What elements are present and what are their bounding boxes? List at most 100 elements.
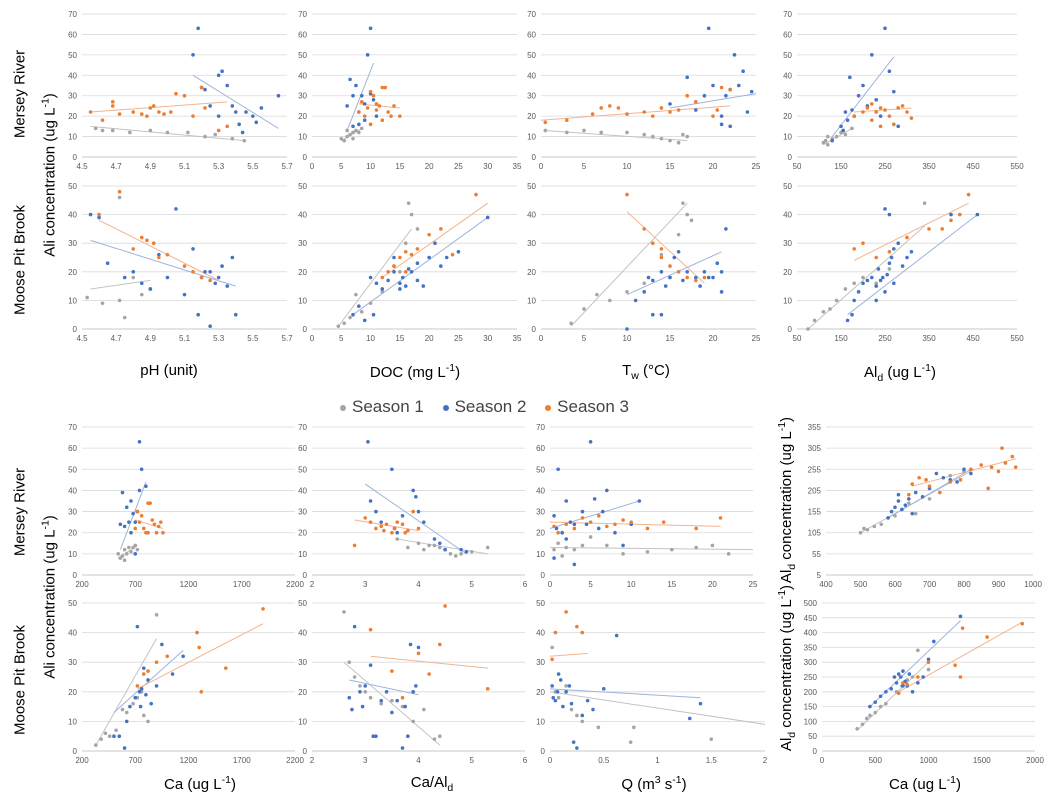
- point-season-1: [879, 522, 883, 527]
- x-tick-label: 0: [539, 334, 544, 343]
- point-season-3: [191, 270, 195, 274]
- y-tick-label: 30: [298, 239, 307, 248]
- trendline-season-1: [343, 661, 441, 746]
- y-tick-label: 40: [783, 71, 792, 80]
- point-season-2: [920, 494, 925, 499]
- point-season-3: [874, 255, 878, 260]
- point-season-1: [582, 307, 586, 311]
- point-season-2: [225, 284, 230, 288]
- x-tick-label: 25: [752, 162, 761, 171]
- point-season-1: [342, 321, 347, 326]
- aldi-y-rest: concentration (ug L: [778, 599, 795, 732]
- ali-y-sup: -1: [39, 98, 52, 108]
- row-label-moose-top: Moose Pit Brook: [11, 204, 29, 316]
- point-season-3: [966, 192, 971, 197]
- x-tick-label: 1000: [920, 756, 938, 765]
- point-season-2: [432, 537, 437, 541]
- point-season-2: [149, 701, 154, 706]
- point-season-2: [564, 537, 569, 541]
- y-tick-label: 20: [783, 112, 792, 121]
- point-season-3: [896, 691, 901, 696]
- y-tick-label: 20: [68, 688, 77, 697]
- point-season-3: [389, 114, 393, 118]
- point-season-1: [582, 128, 586, 133]
- point-season-3: [439, 227, 443, 231]
- x-q-mid: s: [660, 776, 673, 793]
- point-season-2: [852, 298, 856, 303]
- point-season-2: [901, 669, 905, 673]
- point-season-3: [580, 516, 585, 520]
- y-tick-label: 500: [804, 599, 818, 608]
- point-season-2: [745, 110, 750, 114]
- point-season-2: [371, 312, 376, 317]
- point-season-1: [642, 132, 646, 137]
- point-season-2: [584, 522, 589, 527]
- chart-mersey-tw: 0 10 20 30 40 50 60 70 0 5 10 15 20 25: [527, 10, 761, 171]
- point-season-3: [199, 85, 204, 90]
- ald-y-axis-title: Ald concentration (ug L-1): [776, 417, 798, 583]
- y-tick-label: 0: [532, 325, 537, 334]
- point-season-2: [351, 312, 355, 317]
- x-tick-label: 35: [513, 334, 522, 343]
- point-season-1: [85, 295, 89, 300]
- point-season-1: [432, 737, 437, 741]
- point-season-3: [565, 118, 569, 123]
- point-season-1: [843, 132, 848, 137]
- point-season-3: [182, 93, 187, 98]
- point-season-1: [107, 734, 112, 738]
- point-season-1: [893, 514, 897, 518]
- point-season-3: [718, 516, 723, 520]
- x-tick-label: 5: [470, 580, 475, 589]
- trendline-season-2: [192, 74, 279, 129]
- point-season-2: [592, 497, 597, 501]
- point-season-2: [889, 509, 894, 514]
- y-tick-label: 20: [298, 529, 307, 538]
- point-season-2: [374, 281, 379, 286]
- point-season-1: [651, 134, 655, 139]
- y-tick-label: 0: [788, 153, 793, 162]
- legend-label-season-1: Season 1: [352, 397, 424, 416]
- point-season-3: [400, 695, 405, 700]
- point-season-3: [139, 112, 144, 116]
- point-season-1: [406, 545, 410, 550]
- point-season-1: [120, 707, 125, 712]
- point-season-2: [403, 284, 408, 288]
- x-tick-label: 200: [75, 756, 89, 765]
- point-season-1: [685, 134, 689, 139]
- point-season-2: [926, 657, 931, 662]
- point-season-1: [852, 281, 856, 286]
- y-tick-label: 30: [783, 239, 792, 248]
- point-season-2: [551, 695, 556, 700]
- point-season-3: [392, 264, 396, 268]
- trendline-season-2: [349, 679, 419, 696]
- point-season-3: [403, 249, 408, 254]
- point-season-2: [233, 110, 238, 114]
- point-season-2: [702, 270, 707, 274]
- x-tick-label: 2: [310, 580, 315, 589]
- point-season-3: [406, 528, 410, 533]
- point-season-1: [186, 130, 190, 135]
- y-tick-label: 10: [298, 550, 307, 559]
- y-tick-label: 30: [783, 92, 792, 101]
- point-season-2: [588, 440, 593, 444]
- point-season-2: [366, 440, 370, 444]
- point-season-1: [131, 275, 136, 280]
- y-tick-label: 50: [783, 51, 792, 60]
- point-season-2: [868, 704, 872, 709]
- trendline-season-3: [540, 105, 731, 121]
- point-season-1: [380, 290, 385, 294]
- point-season-3: [368, 627, 373, 632]
- point-season-1: [681, 132, 685, 137]
- point-season-2: [561, 704, 565, 709]
- point-season-1: [922, 201, 927, 205]
- point-season-2: [351, 93, 355, 98]
- point-season-1: [821, 310, 826, 314]
- x-tick-label: 15: [667, 580, 676, 589]
- point-season-3: [953, 663, 957, 667]
- point-season-1: [850, 126, 854, 131]
- point-season-1: [230, 136, 235, 141]
- point-season-1: [342, 610, 346, 614]
- x-tick-label: 5: [588, 580, 593, 589]
- x-title-doc: DOC (mg L-1): [370, 362, 460, 381]
- x-tick-label: 6: [523, 756, 528, 765]
